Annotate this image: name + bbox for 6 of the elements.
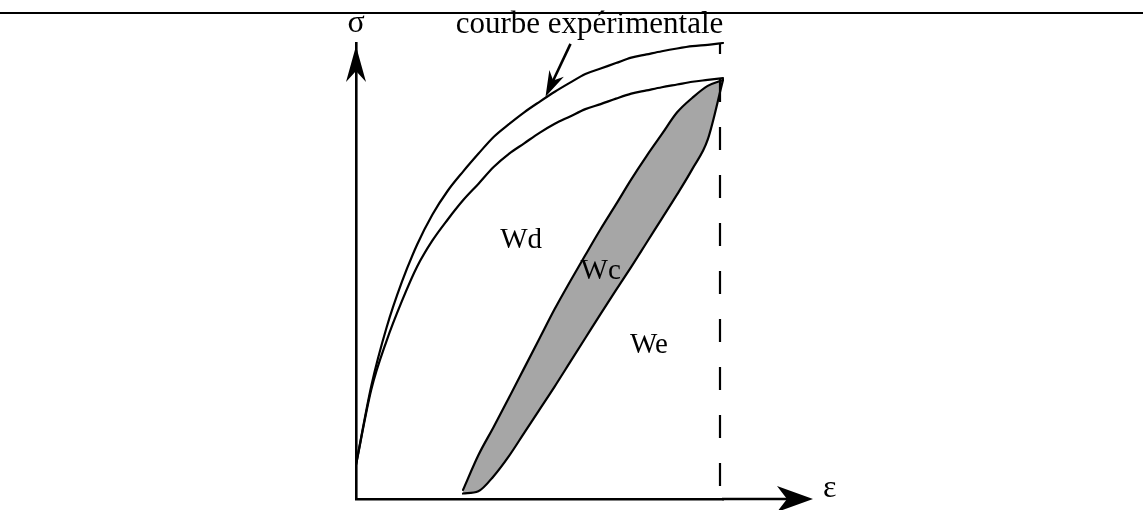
legend-label: Wc	[580, 253, 621, 286]
y-axis-title: σ	[347, 3, 365, 40]
x-axis-title: ε	[823, 468, 837, 505]
series-label: courbe expérimentale	[455, 4, 724, 40]
annotation: Wd	[500, 221, 543, 254]
annotation: We	[629, 327, 668, 360]
